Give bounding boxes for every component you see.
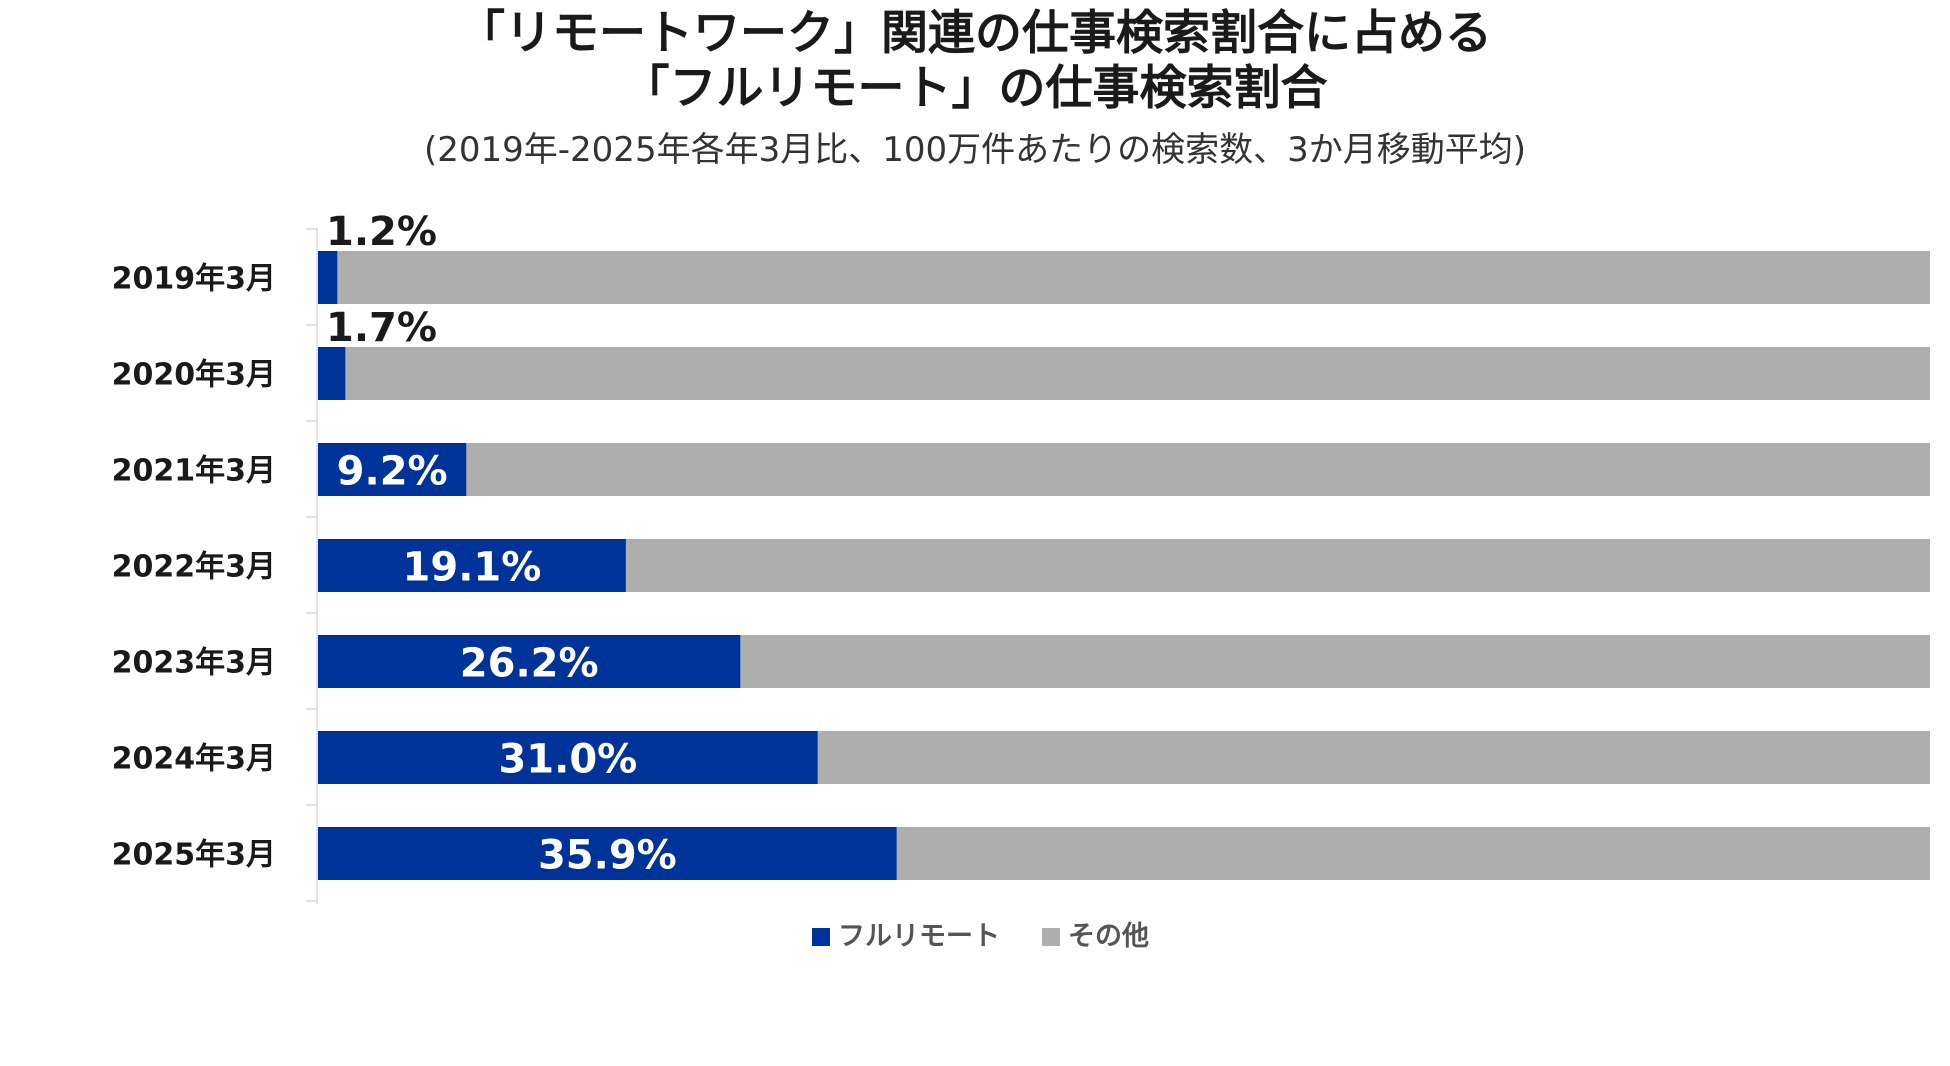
bar-other-5 [740, 635, 1930, 688]
y-tick-label: 2020年3月 [112, 358, 276, 393]
data-label: 31.0% [498, 737, 637, 783]
bar-other-2 [345, 347, 1930, 400]
legend-swatch [1042, 928, 1060, 946]
legend-label: フルリモート [838, 921, 1000, 952]
title-block: 「リモートワーク」関連の仕事検索割合に占める 「フルリモート」の仕事検索割合 (… [0, 0, 1950, 170]
y-tick-label: 2022年3月 [112, 550, 276, 585]
data-label: 9.2% [337, 449, 448, 495]
bar-other-7 [896, 827, 1930, 880]
chart-title-line-2: 「フルリモート」の仕事検索割合 [622, 61, 1328, 116]
bar-full-remote-2 [318, 347, 346, 400]
chart-subtitle: (2019年-2025年各年3月比、100万件あたりの検索数、3か月移動平均) [423, 130, 1526, 170]
y-tick-label: 2021年3月 [112, 454, 276, 489]
data-label: 35.9% [538, 833, 677, 879]
bar-full-remote-7 [318, 827, 897, 880]
legend-swatch [812, 928, 830, 946]
bar-full-remote-6 [318, 731, 818, 784]
bar-other-6 [817, 731, 1930, 784]
y-tick-label: 2019年3月 [112, 262, 276, 297]
bar-full-remote-4 [318, 539, 626, 592]
data-label: 26.2% [460, 641, 599, 687]
bar-full-remote-1 [318, 251, 338, 304]
y-tick-label: 2023年3月 [112, 646, 276, 681]
bar-full-remote-5 [318, 635, 741, 688]
bar-other-3 [466, 443, 1931, 496]
bar-other-1 [337, 251, 1930, 304]
chart-title-line-1: 「リモートワーク」関連の仕事検索割合に占める [458, 6, 1492, 61]
bar-full-remote-3 [318, 443, 467, 496]
data-label: 1.7% [326, 305, 437, 351]
y-tick-label: 2024年3月 [112, 742, 276, 777]
data-label: 1.2% [326, 209, 437, 255]
legend-label: その他 [1068, 921, 1149, 952]
y-tick-label: 2025年3月 [112, 838, 276, 873]
data-label: 19.1% [403, 545, 542, 591]
bar-other-4 [625, 539, 1930, 592]
